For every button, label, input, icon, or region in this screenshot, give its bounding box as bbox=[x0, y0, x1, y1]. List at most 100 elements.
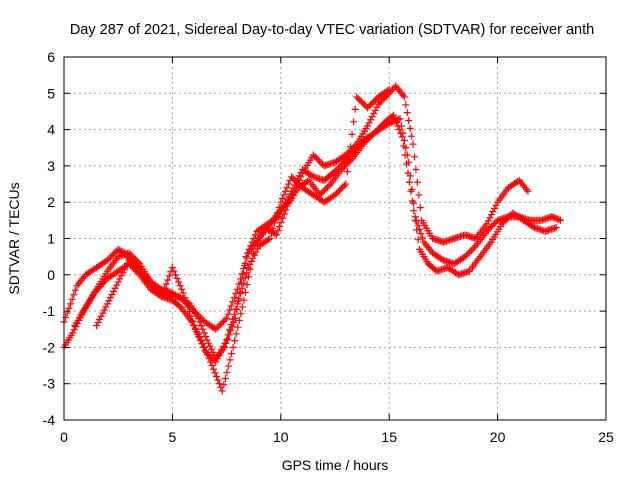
data-point bbox=[312, 154, 320, 162]
data-point bbox=[345, 148, 353, 156]
data-point bbox=[218, 345, 226, 353]
data-point bbox=[373, 103, 381, 111]
data-point bbox=[372, 128, 380, 136]
data-point bbox=[385, 86, 393, 94]
data-point bbox=[470, 243, 478, 251]
data-point bbox=[555, 216, 563, 224]
y-tick-label: 0 bbox=[47, 267, 55, 283]
data-point bbox=[108, 252, 116, 260]
data-point bbox=[483, 227, 491, 235]
data-point bbox=[243, 269, 251, 277]
data-point bbox=[408, 132, 416, 140]
data-point bbox=[364, 122, 372, 130]
data-point bbox=[413, 226, 421, 234]
data-point bbox=[285, 198, 293, 206]
data-point bbox=[173, 274, 181, 282]
data-point bbox=[246, 260, 254, 268]
data-point bbox=[176, 302, 184, 310]
data-point bbox=[292, 177, 300, 185]
data-point bbox=[202, 333, 210, 341]
data-point bbox=[116, 275, 124, 283]
data-point bbox=[178, 285, 186, 293]
points-layer bbox=[60, 82, 564, 395]
data-point bbox=[216, 349, 224, 357]
data-point bbox=[120, 266, 128, 274]
data-point bbox=[111, 249, 119, 257]
data-point bbox=[339, 164, 347, 172]
data-point bbox=[68, 295, 76, 303]
data-point bbox=[394, 122, 402, 130]
data-point bbox=[405, 117, 413, 125]
data-point bbox=[362, 137, 370, 145]
data-point bbox=[235, 295, 243, 303]
data-point bbox=[506, 212, 514, 220]
data-point bbox=[199, 325, 207, 333]
data-point bbox=[200, 329, 208, 337]
data-point bbox=[241, 274, 249, 282]
data-point bbox=[229, 343, 237, 351]
data-point bbox=[252, 248, 260, 256]
data-point bbox=[276, 223, 284, 231]
data-point bbox=[354, 94, 362, 102]
data-point bbox=[346, 143, 354, 151]
data-point bbox=[392, 118, 400, 126]
data-point bbox=[406, 124, 414, 132]
data-point bbox=[376, 123, 384, 131]
data-point bbox=[212, 325, 220, 333]
data-point bbox=[221, 316, 229, 324]
ticks-layer: 0 5 10 15 20 25 -4 -3 -2 -1 0 1 2 3 4 5 6 bbox=[43, 49, 614, 445]
data-point bbox=[486, 214, 494, 222]
data-point bbox=[390, 111, 398, 119]
data-point bbox=[268, 229, 276, 237]
data-point bbox=[466, 248, 474, 256]
data-point bbox=[353, 93, 361, 101]
data-point bbox=[403, 160, 411, 168]
data-point bbox=[192, 325, 200, 333]
data-point bbox=[264, 236, 272, 244]
data-point bbox=[484, 217, 492, 225]
data-point bbox=[230, 310, 238, 318]
data-point bbox=[365, 119, 373, 127]
data-point bbox=[192, 309, 200, 317]
data-point bbox=[397, 129, 405, 137]
data-point bbox=[483, 220, 491, 228]
chart-title: Day 287 of 2021, Sidereal Day-to-day VTE… bbox=[70, 22, 594, 38]
data-point bbox=[114, 278, 122, 286]
data-point bbox=[230, 294, 238, 302]
data-point bbox=[411, 216, 419, 224]
data-point bbox=[344, 159, 352, 167]
data-point bbox=[134, 269, 142, 277]
data-point bbox=[391, 115, 399, 123]
data-point bbox=[405, 178, 413, 186]
data-point bbox=[334, 188, 342, 196]
data-point bbox=[235, 316, 243, 324]
data-point bbox=[119, 269, 127, 277]
data-point bbox=[359, 99, 367, 107]
data-point bbox=[285, 180, 293, 188]
data-point bbox=[134, 263, 142, 271]
data-point bbox=[350, 118, 358, 126]
data-point bbox=[213, 324, 221, 332]
data-point bbox=[410, 153, 418, 161]
data-point bbox=[212, 372, 220, 380]
data-point bbox=[368, 131, 376, 139]
data-point bbox=[158, 293, 166, 301]
data-point bbox=[93, 322, 101, 330]
data-point bbox=[414, 236, 422, 244]
data-point bbox=[63, 309, 71, 317]
data-point bbox=[207, 353, 215, 361]
data-point bbox=[408, 185, 416, 193]
data-point bbox=[272, 214, 280, 222]
data-point bbox=[412, 166, 420, 174]
data-point bbox=[378, 121, 386, 129]
data-point bbox=[308, 172, 316, 180]
data-point bbox=[198, 340, 206, 348]
data-point bbox=[106, 253, 114, 261]
data-point bbox=[106, 294, 114, 302]
data-point bbox=[403, 109, 411, 117]
data-point bbox=[196, 313, 204, 321]
data-point bbox=[417, 230, 425, 238]
data-point bbox=[294, 179, 302, 187]
data-point bbox=[168, 264, 176, 272]
